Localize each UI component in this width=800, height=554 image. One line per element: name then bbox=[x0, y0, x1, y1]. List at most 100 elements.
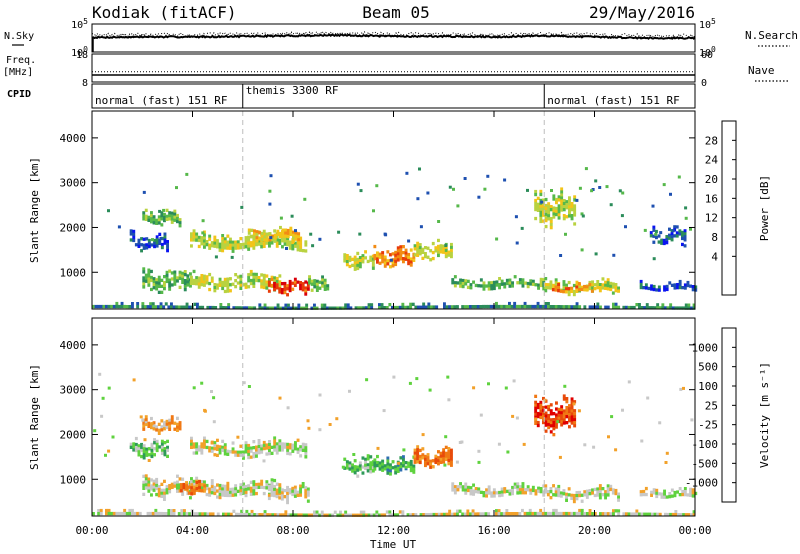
power-cell bbox=[383, 255, 387, 259]
velocity-cell bbox=[323, 513, 327, 517]
velocity-cell bbox=[134, 442, 138, 447]
power-cell bbox=[444, 244, 448, 247]
velocity-cell bbox=[544, 487, 548, 491]
velocity-cell bbox=[539, 409, 543, 414]
power-cell bbox=[396, 252, 400, 256]
velocity-cell bbox=[444, 451, 448, 455]
power-cell bbox=[487, 304, 491, 309]
power-cell bbox=[163, 281, 166, 285]
velocity-cell bbox=[539, 406, 543, 411]
velocity-cell bbox=[358, 464, 362, 468]
velocity-cell bbox=[163, 427, 166, 431]
power-cell bbox=[249, 244, 253, 248]
power-cell bbox=[226, 243, 230, 247]
power-cell bbox=[396, 255, 400, 259]
power-cell bbox=[539, 213, 543, 218]
power-cell bbox=[638, 303, 641, 307]
velocity-cell bbox=[437, 450, 440, 454]
power-cell bbox=[183, 305, 186, 309]
power-cell bbox=[253, 232, 256, 236]
power-cell bbox=[190, 244, 193, 248]
velocity-cell bbox=[557, 484, 561, 489]
velocity-cell bbox=[466, 488, 470, 493]
velocity-cell bbox=[155, 486, 159, 491]
power-cell bbox=[125, 305, 129, 309]
velocity-cell bbox=[482, 494, 486, 498]
power-cell bbox=[683, 232, 687, 236]
velocity-cell bbox=[195, 442, 199, 446]
power-cell bbox=[236, 246, 240, 250]
velocity-cell bbox=[612, 509, 615, 513]
power-cell bbox=[605, 185, 609, 189]
velocity-cell bbox=[448, 509, 452, 513]
velocity-cell bbox=[190, 439, 193, 443]
velocity-cell bbox=[401, 510, 405, 514]
velocity-cell bbox=[304, 486, 308, 490]
time-tick-label: 00:00 bbox=[678, 524, 711, 537]
power-cell bbox=[213, 289, 217, 293]
power-cell bbox=[371, 263, 375, 267]
velocity-cell bbox=[107, 449, 111, 453]
velocity-cell bbox=[521, 482, 525, 486]
power-cell bbox=[513, 304, 517, 309]
power-cell bbox=[223, 277, 227, 282]
velocity-cell bbox=[466, 509, 470, 513]
power-cell bbox=[570, 217, 574, 221]
velocity-cell bbox=[471, 509, 475, 513]
power-cell bbox=[107, 209, 110, 213]
velocity-cell bbox=[270, 487, 274, 491]
power-cell bbox=[670, 235, 674, 239]
power-cell bbox=[572, 283, 576, 288]
velocity-cell bbox=[163, 421, 166, 425]
time-tick-label: 00:00 bbox=[75, 524, 108, 537]
velocity-cell bbox=[291, 492, 295, 497]
velocity-cell bbox=[591, 512, 595, 516]
power-cell bbox=[617, 286, 620, 290]
power-cell bbox=[537, 286, 540, 290]
power-cell bbox=[406, 305, 410, 309]
power-cell bbox=[413, 247, 417, 251]
power-cell bbox=[155, 241, 159, 245]
power-cell bbox=[351, 257, 354, 261]
power-cell bbox=[573, 222, 577, 226]
power-cell bbox=[544, 305, 548, 309]
power-cell bbox=[551, 288, 555, 292]
power-cell bbox=[510, 304, 514, 309]
velocity-cell bbox=[287, 513, 290, 517]
power-cell bbox=[234, 279, 238, 283]
power-cell bbox=[654, 232, 658, 236]
velocity-cell bbox=[381, 465, 385, 469]
velocity-cell bbox=[192, 442, 196, 446]
velocity-cell bbox=[549, 487, 553, 491]
power-cell bbox=[402, 251, 405, 255]
velocity-cell bbox=[487, 491, 491, 495]
velocity-cell bbox=[242, 491, 245, 495]
power-cell bbox=[258, 237, 262, 241]
velocity-cell bbox=[402, 461, 405, 465]
power-cell bbox=[293, 283, 297, 287]
velocity-cell bbox=[348, 464, 352, 468]
velocity-cell bbox=[185, 487, 188, 491]
power-cell bbox=[155, 238, 159, 242]
velocity-cell bbox=[200, 448, 204, 452]
power-cell bbox=[218, 248, 222, 252]
velocity-cell bbox=[345, 466, 349, 470]
power-cell bbox=[294, 234, 298, 238]
power-cell bbox=[260, 273, 264, 277]
power-cell bbox=[203, 277, 206, 281]
velocity-cell bbox=[451, 482, 455, 486]
velocity-cell bbox=[521, 485, 525, 489]
velocity-cell bbox=[472, 386, 476, 390]
power-cell bbox=[383, 258, 387, 262]
velocity-cell bbox=[275, 482, 279, 486]
power-cell bbox=[195, 235, 199, 239]
velocity-cell bbox=[288, 488, 292, 492]
power-cell bbox=[221, 234, 225, 238]
power-cell bbox=[560, 190, 564, 194]
power-cell bbox=[464, 282, 468, 286]
power-cell bbox=[186, 274, 190, 278]
power-cell bbox=[276, 303, 280, 307]
power-cell bbox=[401, 302, 405, 307]
power-cell bbox=[409, 257, 413, 261]
